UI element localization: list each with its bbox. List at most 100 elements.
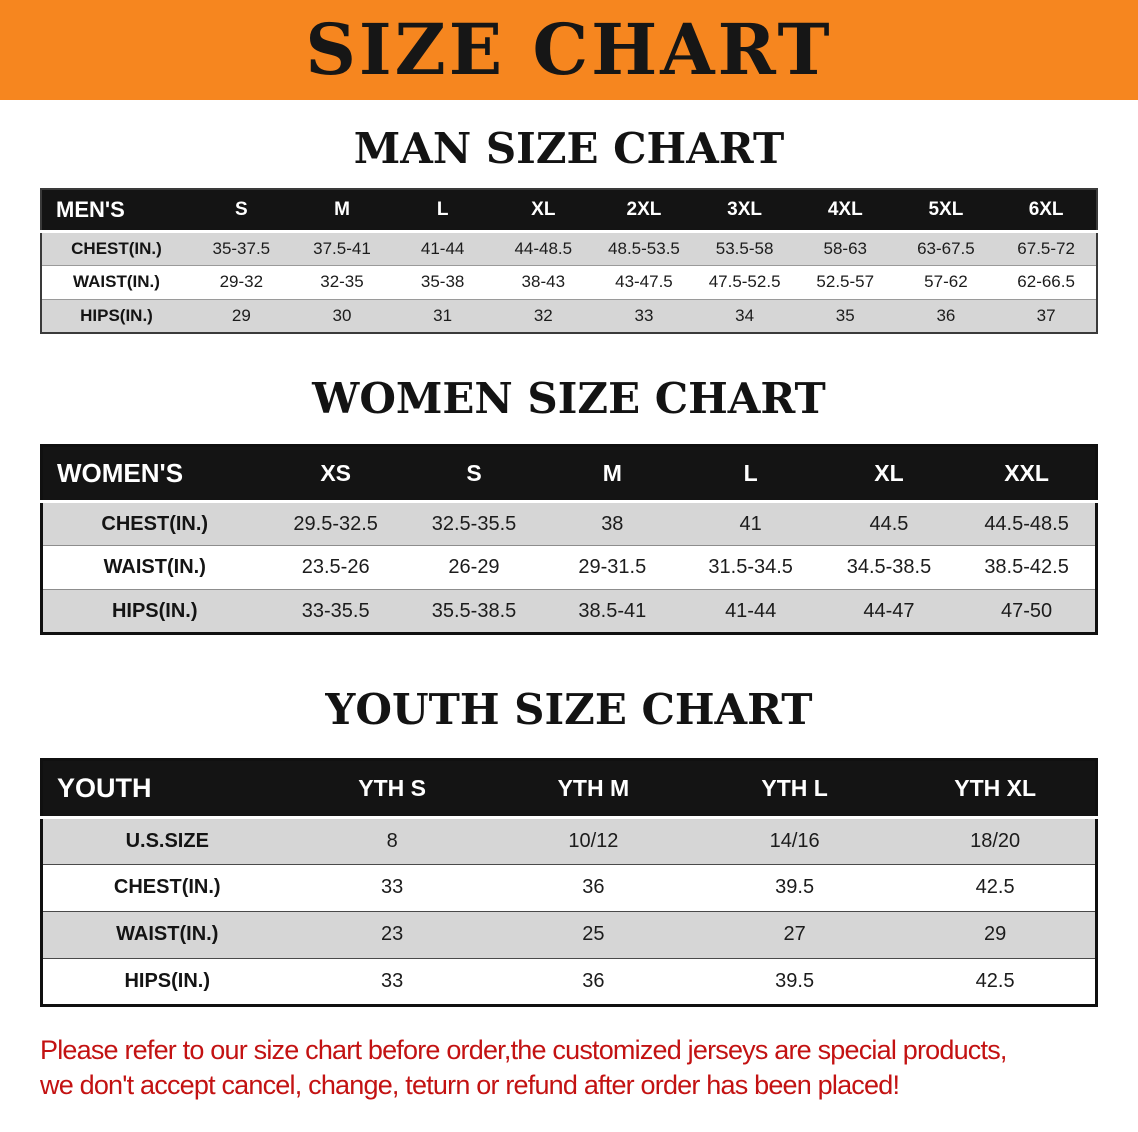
value-cell: 27	[783, 923, 806, 946]
table-header-row: WOMEN'S XS S M L XL XXL	[41, 445, 1097, 504]
value-cell: 57-62	[924, 272, 968, 292]
measurement-row: HIPS(IN.) 33 36 39.5 42.5	[41, 958, 1097, 1006]
value-cell: 35-38	[420, 272, 465, 292]
size-header-cell: 4XL	[794, 189, 896, 233]
table-title-cell: YOUTH	[41, 759, 292, 819]
size-header-cell: YTH L	[694, 759, 896, 819]
value-cell: 63-67.5	[917, 238, 975, 258]
value-cell: 42.5	[975, 876, 1015, 899]
size-header-cell: 5XL	[895, 189, 997, 233]
value-cell: 29-32	[219, 272, 264, 292]
size-header-cell: XL	[819, 445, 959, 504]
value-cell: 30	[332, 305, 352, 325]
value-cell: 53.5-58	[715, 238, 774, 258]
women-section-heading: WOMEN SIZE CHART	[312, 374, 826, 424]
value-cell: 38	[601, 512, 624, 535]
row-label-cell: WAIST(IN.)	[103, 556, 206, 579]
value-cell: 37	[1036, 305, 1056, 325]
size-header-cell: S	[404, 445, 544, 504]
value-cell: 44.5-48.5	[984, 512, 1069, 535]
value-cell: 39.5	[775, 969, 815, 992]
value-cell: 67.5-72	[1017, 238, 1075, 258]
women-size-table: WOMEN'S XS S M L XL XXL CHEST(IN.) 29.5-32.5 32.5…	[40, 444, 1098, 636]
measurement-row: HIPS(IN.) 33-35.5 35.5-38.5 38.5-41 41-44 44-…	[41, 589, 1097, 634]
value-cell: 32	[533, 305, 553, 325]
row-label-cell: CHEST(IN.)	[71, 238, 162, 258]
size-header-cell: 3XL	[694, 189, 795, 233]
page-title: SIZE CHART	[305, 8, 833, 91]
table-header-row: MEN'S S M L XL 2XL 3XL 4XL 5XL 6XL	[41, 189, 1097, 233]
value-cell: 35.5-38.5	[431, 599, 517, 622]
size-header-cell: XL	[492, 189, 594, 233]
youth-size-table: YOUTH YTH S YTH M YTH L YTH XL U.S.SIZE 8 10/12…	[40, 757, 1098, 1007]
value-cell: 36	[582, 876, 605, 899]
value-cell: 33	[634, 305, 654, 325]
value-cell: 41-44	[420, 238, 465, 258]
value-cell: 36	[936, 305, 956, 325]
size-header-cell: L	[681, 445, 820, 504]
value-cell: 33	[381, 876, 404, 899]
row-label-cell: HIPS(IN.)	[111, 599, 198, 622]
size-header-cell: L	[392, 189, 493, 233]
size-header-cell: S	[191, 189, 292, 233]
size-header-cell: 6XL	[996, 189, 1097, 233]
value-cell: 38.5-42.5	[984, 556, 1069, 579]
value-cell: 23	[381, 923, 404, 946]
value-cell: 29.5-32.5	[293, 512, 378, 535]
value-cell: 52.5-57	[816, 272, 875, 292]
value-cell: 44-47	[863, 599, 915, 622]
value-cell: 47.5-52.5	[708, 272, 781, 292]
size-header-cell: YTH M	[492, 759, 694, 819]
value-cell: 41	[739, 512, 762, 535]
men-size-table: MEN'S S M L XL 2XL 3XL 4XL 5XL 6XL CHEST(IN.) 35-37…	[40, 188, 1098, 335]
value-cell: 44.5	[869, 512, 909, 535]
row-label-cell: HIPS(IN.)	[80, 305, 153, 325]
disclaimer-text: Please refer to our size chart before or…	[40, 1033, 1138, 1105]
measurement-row: HIPS(IN.) 29 30 31 32 33 34 35 36 37	[41, 299, 1097, 334]
value-cell: 29-31.5	[578, 556, 647, 579]
table-header-row: YOUTH YTH S YTH M YTH L YTH XL	[41, 759, 1097, 819]
measurement-row: WAIST(IN.) 23 25 27 29	[41, 911, 1097, 959]
value-cell: 42.5	[975, 969, 1015, 992]
value-cell: 25	[582, 923, 605, 946]
row-label-cell: CHEST(IN.)	[101, 512, 209, 535]
value-cell: 34	[735, 305, 755, 325]
row-label-cell: WAIST(IN.)	[73, 272, 160, 292]
value-cell: 32.5-35.5	[431, 512, 517, 535]
size-header-cell: YTH XL	[895, 759, 1097, 819]
value-cell: 18/20	[970, 829, 1021, 852]
value-cell: 38.5-41	[578, 599, 647, 622]
value-cell: 23.5-26	[301, 556, 370, 579]
measurement-row: CHEST(IN.) 33 36 39.5 42.5	[41, 864, 1097, 912]
value-cell: 44-48.5	[514, 238, 573, 258]
value-cell: 39.5	[775, 876, 815, 899]
youth-section-heading: YOUTH SIZE CHART	[325, 685, 813, 735]
value-cell: 47-50	[1000, 599, 1053, 622]
value-cell: 48.5-53.5	[608, 238, 680, 258]
row-label-cell: CHEST(IN.)	[113, 876, 221, 899]
size-header-cell: M	[543, 445, 682, 504]
value-cell: 34.5-38.5	[846, 556, 932, 579]
measurement-row: U.S.SIZE 8 10/12 14/16 18/20	[41, 817, 1097, 865]
disclaimer-line-1: Please refer to our size chart before or…	[40, 1034, 1007, 1065]
size-header-cell: YTH S	[291, 759, 493, 819]
measurement-row: CHEST(IN.) 35-37.5 37.5-41 41-44 44-48.5 48.5…	[41, 231, 1097, 266]
men-section-heading: MAN SIZE CHART	[353, 124, 785, 173]
size-header-cell: XXL	[958, 445, 1097, 504]
row-label-cell: WAIST(IN.)	[116, 923, 219, 946]
value-cell: 32-35	[320, 272, 364, 292]
value-cell: 35	[835, 305, 855, 325]
value-cell: 26-29	[448, 556, 500, 579]
measurement-row: CHEST(IN.) 29.5-32.5 32.5-35.5 38 41 44.5 44.5…	[41, 501, 1097, 546]
value-cell: 29	[984, 923, 1007, 946]
value-cell: 58-63	[823, 238, 867, 258]
value-cell: 10/12	[568, 829, 619, 852]
measurement-row: WAIST(IN.) 29-32 32-35 35-38 38-43 43-47.5 47.…	[41, 265, 1097, 300]
row-label-cell: U.S.SIZE	[125, 829, 209, 852]
value-cell: 8	[386, 829, 398, 852]
value-cell: 33-35.5	[301, 599, 370, 622]
value-cell: 37.5-41	[313, 238, 371, 258]
measurement-row: WAIST(IN.) 23.5-26 26-29 29-31.5 31.5-34.5 34…	[41, 545, 1097, 590]
value-cell: 36	[582, 969, 605, 992]
size-header-cell: XS	[266, 445, 405, 504]
